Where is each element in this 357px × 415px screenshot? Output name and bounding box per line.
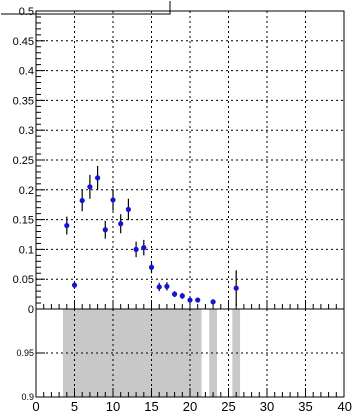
upper-y-tick-label: 0.05 — [13, 274, 34, 286]
data-point — [79, 189, 85, 212]
data-point — [95, 165, 101, 190]
point-marker — [87, 184, 93, 190]
x-tick-label: 15 — [144, 399, 158, 414]
data-point — [172, 291, 178, 298]
upper-y-tick-label: 0.5 — [19, 6, 34, 18]
data-point — [110, 189, 116, 211]
data-point — [187, 297, 193, 303]
data-point — [233, 270, 239, 307]
lower-y-tick-labels: 0.9 0.95 — [16, 348, 34, 402]
data-point — [141, 239, 147, 256]
lower-grid — [36, 309, 344, 397]
upper-y-tick-label: 0.2 — [19, 185, 34, 197]
x-tick-label: 35 — [298, 399, 312, 414]
point-marker — [125, 206, 131, 213]
data-point — [148, 261, 155, 274]
upper-y-tick-label: 0 — [28, 304, 34, 316]
upper-y-tick-label: 0.3 — [19, 125, 34, 137]
x-tick-label: 0 — [32, 399, 39, 414]
lower-panel: 0.9 0.95 0 5 10 15 20 25 30 35 40 — [16, 308, 352, 414]
point-marker — [64, 222, 70, 229]
lower-y-tick-label: 0.9 — [21, 392, 34, 402]
data-point — [118, 214, 124, 234]
x-tick-label: 30 — [260, 399, 274, 414]
data-point — [133, 241, 139, 258]
ratio-bar — [209, 309, 217, 397]
point-marker — [172, 291, 178, 297]
data-point — [164, 282, 170, 291]
upper-x-ticks — [35, 300, 345, 309]
upper-y-tick-label: 0.25 — [13, 155, 34, 167]
upper-y-tick-label: 0.4 — [19, 66, 34, 78]
upper-y-tick-label: 0.35 — [13, 95, 34, 107]
data-point — [71, 281, 78, 289]
point-marker — [179, 293, 185, 299]
data-point — [195, 297, 201, 303]
upper-y-tick-label: 0.15 — [13, 215, 34, 227]
point-marker — [164, 283, 170, 289]
x-tick-label: 5 — [71, 399, 78, 414]
data-points — [64, 165, 239, 307]
point-marker — [95, 175, 101, 181]
x-tick-label: 25 — [221, 399, 235, 414]
point-marker — [195, 297, 201, 303]
lower-x-ticks — [35, 388, 345, 397]
lower-y-ticks — [36, 352, 45, 398]
data-point — [210, 299, 216, 305]
point-marker — [79, 197, 85, 204]
point-marker — [210, 299, 216, 305]
x-tick-label: 10 — [106, 399, 120, 414]
point-marker — [110, 197, 116, 203]
lower-y-tick-label: 0.95 — [16, 348, 34, 358]
point-marker — [141, 245, 147, 251]
point-marker — [148, 264, 155, 270]
upper-panel: 0 0.05 0.1 0.15 0.2 0.25 0.3 0.35 0.4 0.45 0.5 — [13, 6, 345, 316]
point-marker — [233, 285, 239, 291]
data-point — [87, 174, 93, 199]
upper-y-tick-labels: 0 0.05 0.1 0.15 0.2 0.25 0.3 0.35 0.4 0.45 0.5 — [13, 6, 34, 316]
x-tick-labels: 0 5 10 15 20 25 30 35 40 — [32, 399, 352, 414]
x-tick-label: 20 — [183, 399, 197, 414]
upper-y-tick-label: 0.45 — [13, 36, 34, 48]
point-marker — [187, 297, 193, 303]
upper-y-tick-label: 0.1 — [19, 244, 34, 256]
upper-grid — [36, 11, 344, 309]
x-tick-label: 40 — [338, 399, 352, 414]
data-point — [179, 292, 185, 299]
point-marker — [118, 221, 124, 227]
data-point — [125, 198, 131, 221]
data-point — [156, 282, 162, 292]
legend-box-edge — [1, 1, 171, 15]
data-point — [64, 216, 70, 235]
point-marker — [156, 284, 162, 290]
point-marker — [71, 282, 78, 288]
point-marker — [133, 246, 139, 252]
upper-y-ticks — [36, 10, 45, 310]
point-marker — [102, 227, 108, 233]
data-point — [102, 220, 108, 239]
